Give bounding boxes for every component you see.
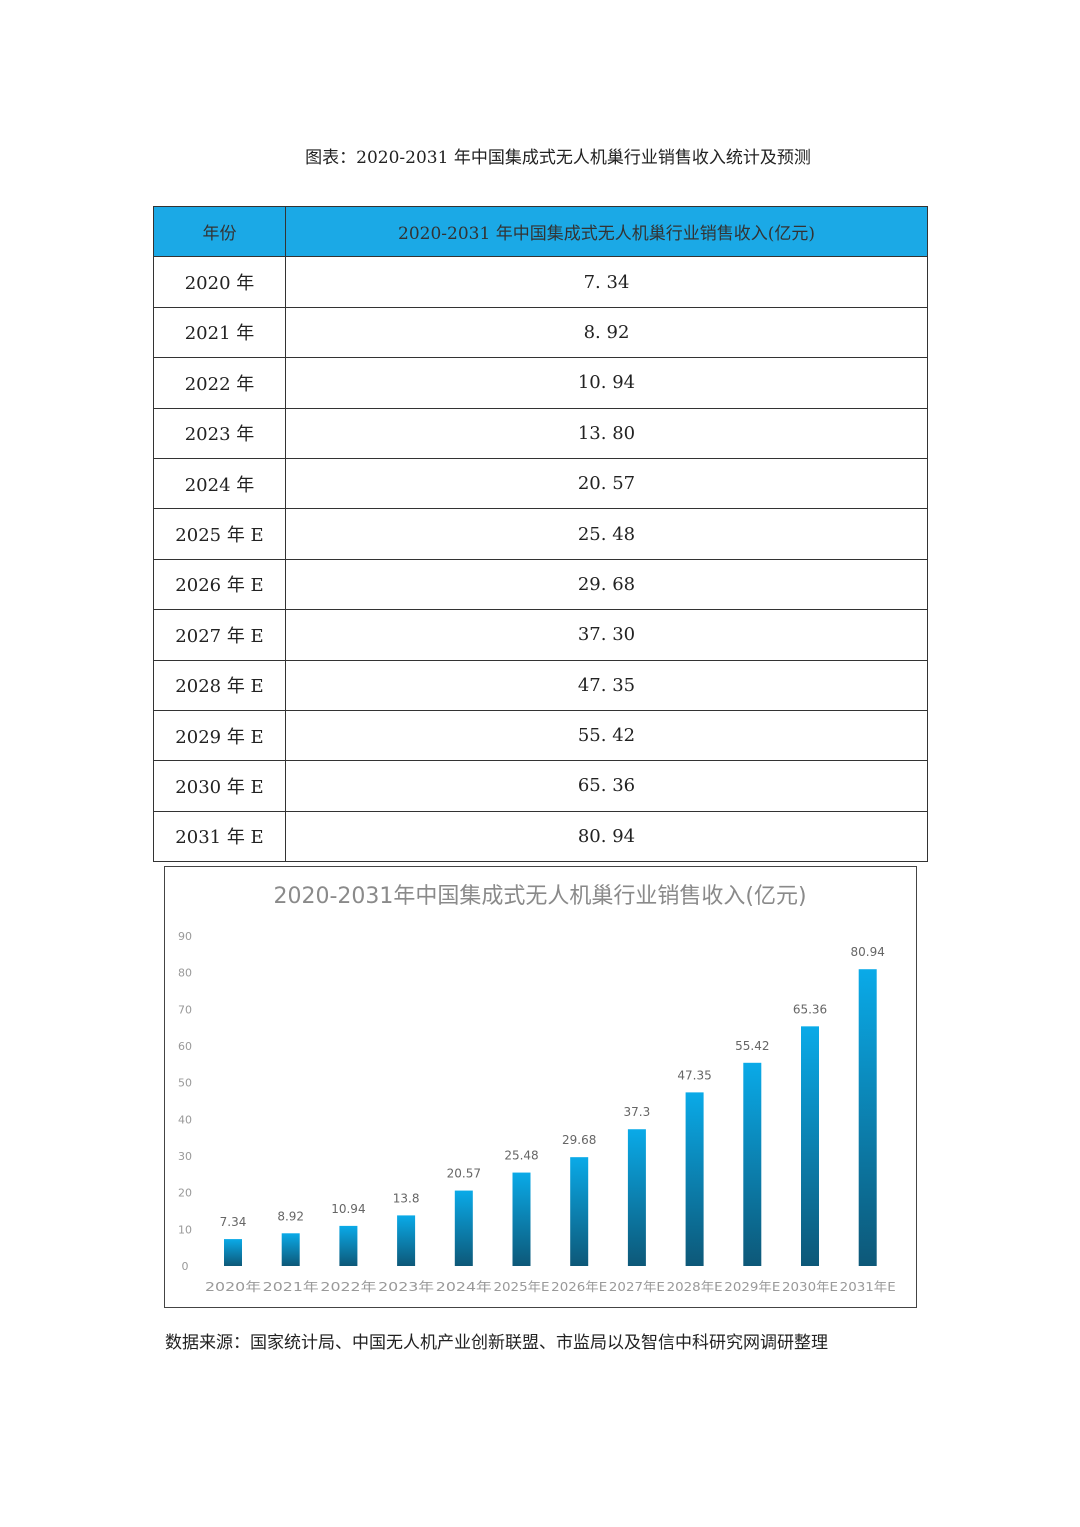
x-tick-label: 2031年E [840,1279,896,1294]
bar [858,969,877,1266]
revenue-cell: 55. 42 [285,709,928,762]
table-header-row: 年份 2020-2031 年中国集成式无人机巢行业销售收入(亿元) [153,205,928,258]
data-label: 29.68 [562,1133,596,1147]
table-row: 2025 年 E 25. 48 [153,508,928,560]
table-row: 2024 年 20. 57 [153,457,928,510]
bar [685,1092,704,1266]
y-tick-label: 40 [178,1113,192,1126]
data-label: 13.8 [393,1191,420,1205]
y-tick-label: 60 [178,1040,192,1053]
revenue-cell: 37. 30 [285,609,928,661]
header-year: 年份 [153,205,286,258]
year-cell: 2020 年 [153,256,286,308]
data-label: 25.48 [504,1149,538,1163]
bar-chart: 2020-2031年中国集成式无人机巢行业销售收入(亿元) 0 10 20 30 40 5… [164,866,917,1308]
data-label: 55.42 [735,1039,769,1053]
x-tick-label: 2021年 [263,1279,319,1294]
table-row: 2022 年 10. 94 [153,357,928,409]
y-tick-label: 20 [178,1187,192,1200]
revenue-cell: 20. 57 [285,457,928,510]
data-label: 10.94 [331,1202,365,1216]
table-row: 2023 年 13. 80 [153,407,928,459]
x-tick-label: 2025年E [494,1279,550,1294]
table-row: 2031 年 E 80. 94 [153,810,928,863]
data-label: 80.94 [851,945,885,959]
year-cell: 2031 年 E [153,810,286,863]
data-label: 37.3 [624,1105,651,1119]
x-tick-label: 2028年E [667,1279,723,1294]
data-label: 8.92 [277,1209,304,1223]
data-label: 20.57 [447,1167,481,1181]
chart-svg: 2020-2031年中国集成式无人机巢行业销售收入(亿元) 0 10 20 30 40 5… [178,884,896,1294]
revenue-table: 年份 2020-2031 年中国集成式无人机巢行业销售收入(亿元) 2020 年… [153,205,928,863]
revenue-cell: 7. 34 [285,256,928,308]
table-row: 2028 年 E 47. 35 [153,659,928,711]
year-cell: 2024 年 [153,457,286,510]
y-tick-label: 70 [178,1003,192,1016]
x-tick-label: 2030年E [782,1279,838,1294]
revenue-cell: 29. 68 [285,558,928,611]
bar [801,1026,819,1266]
document-title: 图表：2020-2031 年中国集成式无人机巢行业销售收入统计及预测 [305,148,811,168]
year-cell: 2030 年 E [153,760,286,812]
revenue-cell: 8. 92 [285,306,928,359]
data-label: 7.34 [220,1215,247,1229]
bar [627,1129,646,1266]
y-tick-label: 0 [182,1260,189,1273]
table-row: 2027 年 E 37. 30 [153,609,928,661]
table-row: 2030 年 E 65. 36 [153,760,928,812]
revenue-cell: 65. 36 [285,760,928,812]
chart-title: 2020-2031年中国集成式无人机巢行业销售收入(亿元) [273,884,806,909]
y-tick-label: 10 [178,1223,192,1236]
bar [454,1190,473,1266]
year-cell: 2028 年 E [153,659,286,711]
y-tick-label: 50 [178,1077,192,1090]
year-cell: 2029 年 E [153,709,286,762]
source-note: 数据来源：国家统计局、中国无人机产业创新联盟、市监局以及智信中科研究网调研整理 [165,1333,828,1353]
x-tick-label: 2023年 [378,1279,434,1294]
bar [281,1233,300,1266]
data-label: 65.36 [793,1002,827,1016]
table-row: 2026 年 E 29. 68 [153,558,928,611]
year-cell: 2027 年 E [153,609,286,661]
table-row: 2021 年 8. 92 [153,306,928,359]
y-tick-label: 80 [178,967,192,980]
x-tick-label: 2022年 [320,1279,376,1294]
y-tick-label: 30 [178,1150,192,1163]
header-revenue: 2020-2031 年中国集成式无人机巢行业销售收入(亿元) [285,205,928,258]
revenue-cell: 10. 94 [285,357,928,409]
x-tick-label: 2026年E [551,1279,607,1294]
year-cell: 2026 年 E [153,558,286,611]
revenue-cell: 13. 80 [285,407,928,459]
year-cell: 2021 年 [153,306,286,359]
bar [512,1172,531,1266]
x-tick-label: 2024年 [436,1279,492,1294]
revenue-cell: 47. 35 [285,659,928,711]
bar [397,1215,416,1266]
revenue-cell: 80. 94 [285,810,928,863]
table-row: 2029 年 E 55. 42 [153,709,928,762]
y-tick-label: 90 [178,930,192,943]
data-label: 47.35 [677,1068,711,1082]
year-cell: 2022 年 [153,357,286,409]
bar [339,1225,358,1266]
year-cell: 2023 年 [153,407,286,459]
bar [570,1157,589,1266]
year-cell: 2025 年 E [153,508,286,560]
table-row: 2020 年 7. 34 [153,256,928,308]
x-tick-label: 2020年 [205,1279,261,1294]
revenue-cell: 25. 48 [285,508,928,560]
bar [743,1062,762,1266]
bar [224,1239,242,1266]
x-tick-label: 2027年E [609,1279,665,1294]
x-tick-label: 2029年E [724,1279,780,1294]
